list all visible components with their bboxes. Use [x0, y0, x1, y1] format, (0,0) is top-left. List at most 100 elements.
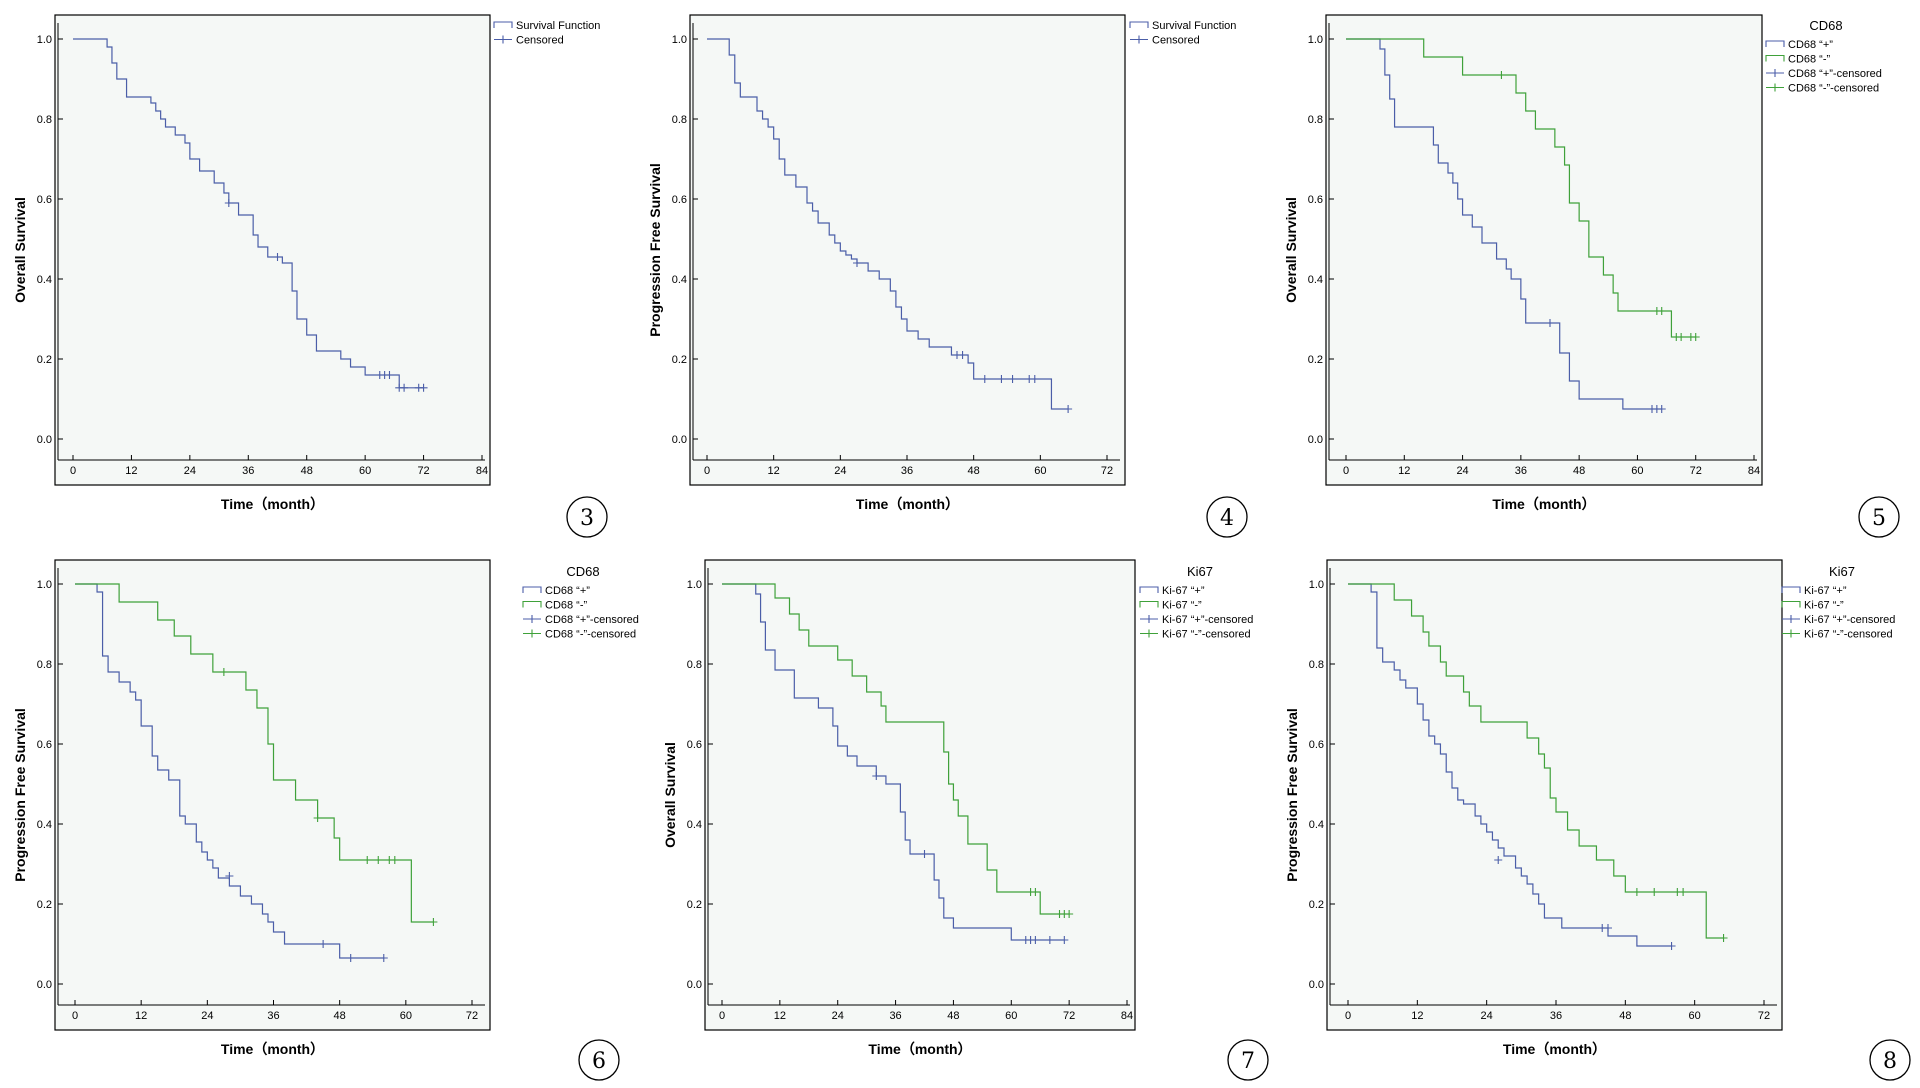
legend-censor-swatch [1766, 69, 1784, 77]
x-tick-label: 60 [1005, 1010, 1017, 1022]
y-tick-label: 0.6 [1308, 194, 1323, 206]
legend-entry: CD68 “+” [545, 585, 590, 597]
legend-entry: CD68 “-” [1788, 54, 1831, 66]
panel-number-circle [1227, 1039, 1269, 1081]
x-tick-label: 60 [1631, 465, 1643, 477]
y-tick-label: 0.6 [1309, 739, 1324, 751]
x-tick-label: 60 [359, 465, 371, 477]
censor-mark [1719, 934, 1728, 942]
x-tick-label: 12 [1411, 1010, 1423, 1022]
y-axis-title: Overall Survival [12, 197, 28, 303]
legend-line-swatch [1765, 40, 1785, 47]
survival-curve-b [75, 583, 434, 923]
censor-mark [379, 954, 388, 962]
legend: Survival Function Censored [1129, 20, 1236, 47]
x-tick-label: 0 [70, 465, 76, 477]
x-tick-label: 48 [1573, 465, 1585, 477]
y-tick-label: 1.0 [687, 579, 702, 591]
legend-line-swatch [1139, 586, 1159, 593]
legend-censor-swatch [523, 629, 541, 638]
legend-censor-swatch [494, 35, 512, 44]
x-tick-label: 0 [704, 465, 710, 477]
y-tick-label: 0.6 [37, 194, 52, 206]
censor-mark [1008, 375, 1017, 383]
y-tick-label: 0.6 [687, 739, 702, 751]
censor-mark [1667, 942, 1676, 950]
censor-mark [385, 371, 394, 379]
censor-mark [958, 351, 967, 359]
x-tick-label: 72 [466, 1010, 478, 1022]
x-tick-label: 84 [1748, 465, 1760, 477]
censor-mark [313, 814, 322, 822]
x-tick-label: 48 [947, 1010, 959, 1022]
y-tick-label: 0.0 [1309, 979, 1324, 991]
x-tick-label: 24 [184, 465, 196, 477]
censor-mark [920, 850, 929, 858]
censor-mark [1031, 936, 1040, 944]
survival-curve-a [707, 38, 1069, 410]
y-tick-label: 0.4 [37, 274, 52, 286]
x-tick-label: 72 [1063, 1010, 1075, 1022]
legend-line-swatch [1139, 600, 1159, 608]
x-tick-label: 0 [1345, 1010, 1351, 1022]
x-tick-label: 72 [1101, 465, 1113, 477]
censor-mark [1497, 71, 1506, 79]
legend-censor-swatch [1140, 629, 1158, 638]
censor-mark [390, 856, 399, 864]
censor-mark [224, 199, 233, 207]
legend-censor-swatch [1130, 35, 1148, 44]
censor-mark [346, 954, 355, 962]
x-tick-label: 36 [267, 1010, 279, 1022]
panel-number: 5 [1872, 506, 1886, 531]
x-tick-label: 84 [1121, 1010, 1133, 1022]
censor-mark [1064, 405, 1073, 413]
panel-number-circle [1869, 1039, 1911, 1081]
survival-curve-a [75, 583, 384, 959]
censor-mark [1677, 333, 1686, 341]
censor-mark [1657, 405, 1666, 413]
censor-mark [872, 772, 881, 780]
censor-mark [997, 375, 1006, 383]
censor-mark [1691, 333, 1700, 341]
y-axis-title: Overall Survival [1283, 197, 1299, 303]
plot-frame [689, 14, 1126, 486]
legend-entry: CD68 “+”-censored [1788, 68, 1882, 80]
plot-frame [54, 14, 491, 486]
censor-mark [429, 918, 438, 926]
y-tick-label: 0.8 [37, 659, 52, 671]
y-tick-label: 0.0 [1308, 434, 1323, 446]
censor-mark [419, 383, 428, 392]
x-axis-title: Time（month） [868, 1041, 971, 1057]
x-tick-label: 36 [889, 1010, 901, 1022]
y-axis-title: Progression Free Survival [12, 708, 28, 882]
survival-curve-a [1348, 583, 1672, 947]
legend-censor-swatch [523, 615, 541, 623]
survival-curve-a [722, 583, 1065, 941]
legend-line-swatch [1781, 586, 1801, 593]
y-tick-label: 0.6 [37, 739, 52, 751]
y-tick-label: 0.8 [672, 114, 687, 126]
panel-number: 7 [1241, 1049, 1255, 1074]
censor-mark [400, 383, 409, 392]
y-tick-label: 0.2 [37, 899, 52, 911]
legend-entry: CD68 “-”-censored [1788, 83, 1879, 95]
legend: Ki67 Ki-67 “+” Ki-67 “-” Ki-67 “+”-censored… [1139, 564, 1253, 641]
legend-entry: Ki-67 “+” [1804, 585, 1847, 597]
y-tick-label: 1.0 [37, 34, 52, 46]
legend-censor-swatch [1140, 615, 1158, 623]
legend-entry: CD68 “+” [1788, 39, 1833, 51]
legend-censor-swatch [1782, 615, 1800, 623]
legend-line-swatch [1765, 54, 1785, 62]
censor-mark [1650, 888, 1659, 896]
y-tick-label: 0.8 [37, 114, 52, 126]
y-tick-label: 1.0 [672, 34, 687, 46]
x-tick-label: 24 [1456, 465, 1468, 477]
legend-line-swatch [522, 586, 542, 593]
x-tick-label: 24 [201, 1010, 213, 1022]
censor-mark [1031, 888, 1040, 896]
y-tick-label: 0.4 [37, 819, 52, 831]
y-tick-label: 0.2 [1309, 899, 1324, 911]
legend-entry: Ki-67 “-”-censored [1162, 629, 1251, 641]
panel-number: 6 [592, 1049, 606, 1074]
legend-title: CD68 [566, 564, 599, 579]
